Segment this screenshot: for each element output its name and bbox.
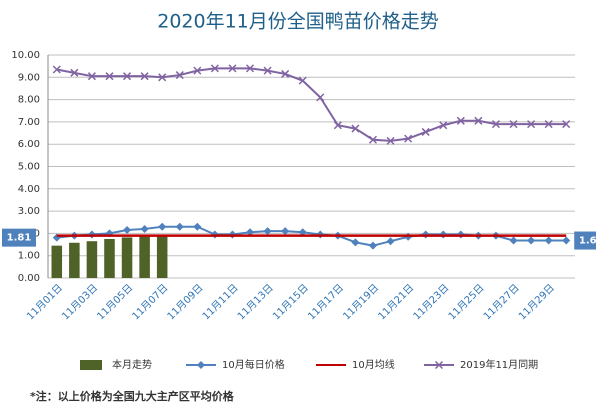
marker [298,76,307,85]
marker [175,222,184,231]
marker [456,116,465,125]
y-tick-label: 8.00 [18,95,40,106]
marker [386,136,395,145]
x-tick-label: 11月25日 [446,282,487,323]
marker [197,361,205,369]
marker [245,64,255,73]
marker [87,72,96,81]
bar [69,242,80,278]
x-tick-label: 11月01日 [24,282,65,323]
x-tick-label: 11月05日 [95,282,136,323]
y-tick-label: 3.00 [18,206,40,217]
x-tick-label: 11月29日 [516,282,557,323]
x-tick-label: 11月03日 [60,282,101,323]
marker [368,135,378,144]
marker [333,121,342,130]
marker [123,72,132,81]
bar [121,237,133,278]
marker [509,236,518,245]
marker [474,116,483,125]
x-tick-label: 11月17日 [305,282,346,323]
y-tick-label: 9.00 [18,72,40,83]
y-tick-label: 6.00 [18,139,40,150]
marker [281,69,290,78]
x-tick-label: 11月09日 [165,282,206,323]
marker [158,73,167,82]
value-label: 1.81 [7,233,32,244]
marker [351,124,360,133]
marker [175,71,184,80]
marker [421,127,430,136]
marker [123,226,132,235]
x-tick-label: 11月13日 [235,282,276,323]
marker [193,222,202,231]
value-label-box [574,231,596,250]
marker [210,64,219,73]
x-tick-label: 11月07日 [130,282,171,323]
marker [193,66,202,75]
marker [351,238,360,247]
y-tick-label: 0.00 [18,273,40,284]
x-tick-label: 11月27日 [481,282,522,323]
marker [544,236,553,245]
marker [562,236,571,245]
y-tick-label: 7.00 [18,117,40,128]
marker [70,68,79,77]
marker [140,224,149,233]
marker [140,72,149,81]
chart-title: 2020年11月份全国鸭苗价格走势 [157,11,439,33]
x-tick-label: 11月23日 [411,282,452,323]
marker [544,120,553,129]
marker [527,236,536,245]
y-tick-label: 4.00 [18,184,40,195]
x-tick-label: 11月11日 [200,282,241,323]
y-tick-label: 1.00 [18,251,40,262]
line [56,67,567,142]
marker [158,222,167,231]
marker [434,360,444,370]
value-label: 1.68 [579,236,596,247]
legend-swatch [80,360,102,370]
marker [527,120,536,129]
y-tick-label: 10.00 [11,50,40,61]
marker [439,121,448,130]
bar [51,245,63,278]
x-tick-label: 11月21日 [376,282,417,323]
marker [52,65,61,74]
marker [316,93,325,102]
marker [491,120,500,129]
bar [139,236,150,278]
value-label-box [2,228,36,247]
marker [263,227,272,236]
marker [509,120,518,129]
marker [105,72,114,81]
marker [562,120,571,129]
legend-label: 2019年11月同期 [460,358,538,371]
marker [298,228,307,237]
x-tick-label: 11月19日 [341,282,382,323]
footnote: *注：以上价格为全国九大主产区平均价格 [30,389,235,403]
marker [228,64,237,73]
marker [368,241,377,250]
y-tick-label: 5.00 [18,162,40,173]
marker [263,66,272,75]
marker [386,237,395,246]
marker [246,228,255,237]
x-tick-label: 11月15日 [270,282,311,323]
marker [404,134,413,143]
marker [281,227,290,236]
bar [156,234,168,278]
legend-label: 10月均线 [352,358,395,371]
legend-label: 本月走势 [112,358,152,371]
legend-label: 10月每日价格 [222,358,285,371]
bar [86,241,98,278]
bar [104,238,115,278]
